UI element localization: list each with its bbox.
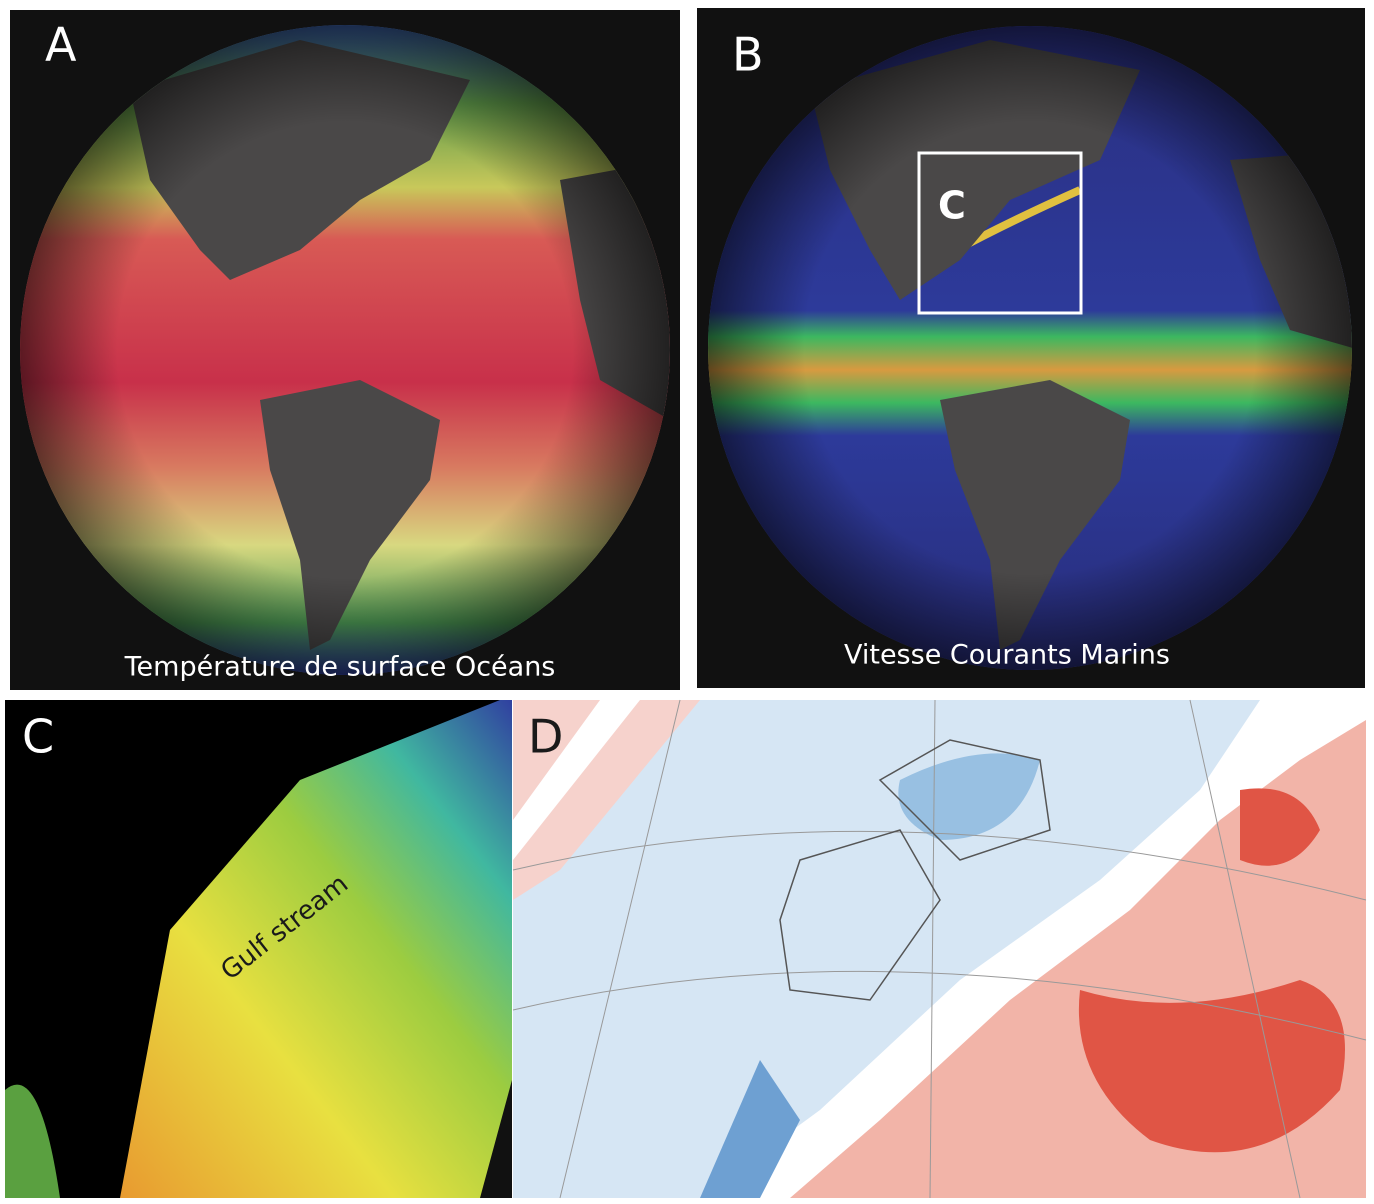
panel-letter: B [732, 28, 764, 82]
inset-label: C [938, 184, 966, 228]
anomaly-strong-warm [1078, 980, 1345, 1153]
inset-box [917, 151, 1083, 315]
panel-letter: A [45, 18, 77, 72]
anomaly-warm [513, 700, 700, 900]
meridian [929, 699, 936, 1199]
graticule [512, 699, 1367, 1199]
cloud-gap [480, 1080, 512, 1198]
meridian [1189, 699, 1301, 1199]
sea-surface-image [120, 700, 512, 1198]
land-strip [5, 1084, 60, 1198]
anomaly-strong-warm [1240, 788, 1320, 866]
globe-a [20, 25, 670, 675]
panel-letter: C [22, 710, 54, 764]
globe-b [708, 26, 1352, 670]
globe-shading [20, 25, 670, 675]
anomaly-strong-cool [700, 1060, 800, 1198]
panel-letter: D [528, 710, 563, 764]
parallel [512, 970, 1367, 1041]
meridian [559, 699, 681, 1199]
panel-caption: Température de surface Océans [124, 652, 556, 683]
coastline-iberia [779, 829, 941, 1001]
globe-shading [708, 26, 1352, 670]
parallel [512, 830, 1367, 901]
panel-caption: Vitesse Courants Marins [844, 640, 1170, 671]
anomaly-neutral [513, 700, 640, 860]
coastline-france [878, 739, 1051, 861]
